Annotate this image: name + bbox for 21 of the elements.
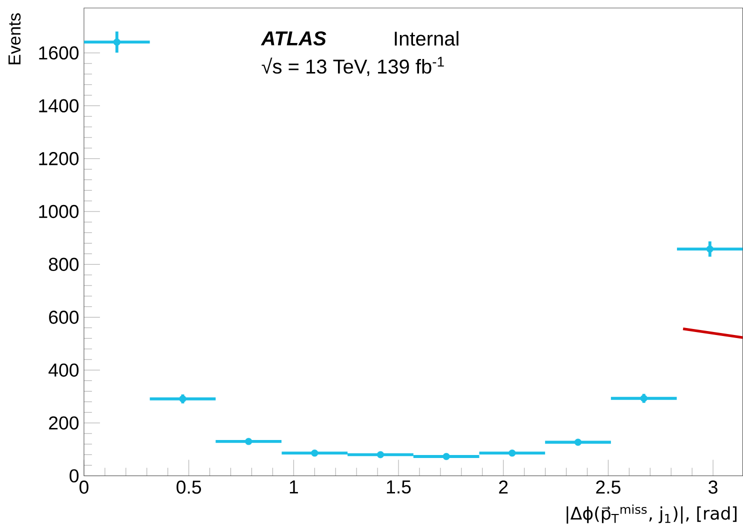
x-tick-label: 3 <box>708 480 718 494</box>
y-tick-label: 200 <box>49 416 79 430</box>
y-tick-label: 1200 <box>39 152 79 166</box>
x-tick-label: 2.5 <box>596 480 620 494</box>
y-tick-label: 1400 <box>39 99 79 112</box>
y-tick-label: 800 <box>48 258 79 272</box>
x-tick-label: 0 <box>80 480 88 494</box>
y-tick-label: 0 <box>70 469 79 483</box>
annotation: Internal <box>394 31 458 46</box>
y-tick-label: 600 <box>49 310 79 324</box>
annotation: ATLAS <box>260 31 326 46</box>
x-tick-label: 0.5 <box>176 480 202 494</box>
x-tick-label: 2 <box>499 480 508 494</box>
y-axis-title: Events <box>8 13 21 64</box>
x-axis-title: |Δϕ(p⃗$_{T}$$^{miss}$, j$_{1}$)|, [rad] <box>566 504 737 524</box>
y-tick-label: 1600 <box>39 46 79 60</box>
x-tick-label: 1 <box>290 480 298 494</box>
annotation: √s = 13 TeV, 139 fb$^{-1}$ <box>262 56 444 76</box>
y-tick-label: 400 <box>48 364 79 377</box>
y-tick-label: 1000 <box>39 204 79 218</box>
x-tick-label: 1.5 <box>386 480 411 494</box>
